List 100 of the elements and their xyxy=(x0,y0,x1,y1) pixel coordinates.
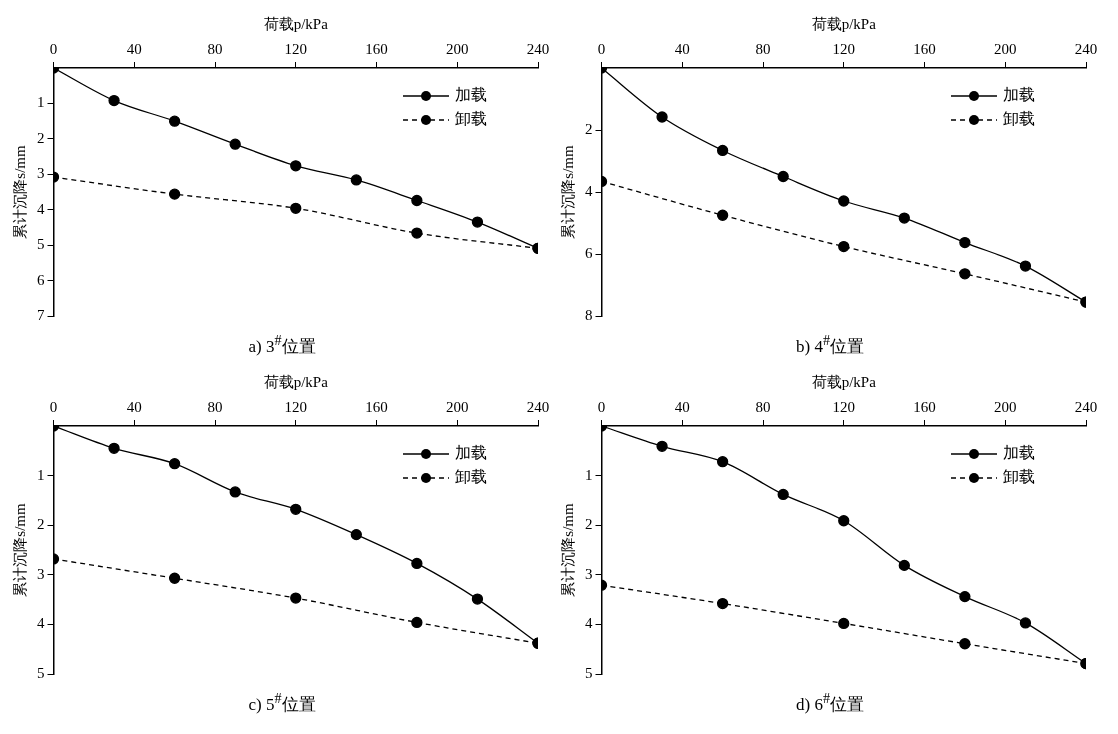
legend-label: 加载 xyxy=(455,86,487,104)
x-axis-title: 荷载p/kPa xyxy=(263,373,329,390)
point xyxy=(411,194,423,207)
x-tick-label: 240 xyxy=(526,40,550,57)
point xyxy=(229,138,241,150)
y-tick-label: 3 xyxy=(585,565,593,582)
point xyxy=(1019,616,1032,629)
point xyxy=(471,216,484,228)
legend-label: 卸载 xyxy=(1003,467,1035,485)
point xyxy=(838,195,850,207)
point xyxy=(959,637,971,650)
y-tick-label: 5 xyxy=(585,664,593,681)
point xyxy=(838,240,850,253)
y-tick-label: 4 xyxy=(585,614,593,631)
x-tick-label: 40 xyxy=(674,398,690,415)
y-tick-label: 8 xyxy=(585,306,593,323)
x-axis-title: 荷载p/kPa xyxy=(811,373,877,390)
point xyxy=(108,442,120,454)
x-tick-label: 0 xyxy=(49,398,58,415)
x-tick-label: 160 xyxy=(913,40,936,57)
legend-label: 卸载 xyxy=(455,467,487,485)
legend-label: 加载 xyxy=(1003,86,1035,104)
y-tick-label: 2 xyxy=(37,129,45,146)
x-tick-label: 200 xyxy=(994,40,1017,57)
point xyxy=(838,514,850,527)
point xyxy=(959,268,971,280)
x-tick-label: 160 xyxy=(913,398,936,415)
x-tick-label: 0 xyxy=(49,40,58,57)
y-axis-title: 累计沉降s/mm xyxy=(559,502,576,597)
point xyxy=(168,572,181,584)
y-tick-label: 2 xyxy=(37,515,45,532)
y-tick-label: 4 xyxy=(37,200,45,217)
x-tick-label: 160 xyxy=(365,40,388,57)
point xyxy=(350,174,362,186)
x-tick-label: 240 xyxy=(526,398,550,415)
point xyxy=(290,592,302,604)
point xyxy=(168,115,181,127)
x-axis-title: 荷载p/kPa xyxy=(811,15,877,32)
point xyxy=(411,227,423,239)
point xyxy=(898,559,910,571)
x-tick-label: 0 xyxy=(597,398,606,415)
y-tick-label: 5 xyxy=(37,236,45,253)
point xyxy=(168,457,181,469)
point xyxy=(471,593,484,605)
legend-label: 加载 xyxy=(1003,443,1035,461)
point xyxy=(716,455,729,468)
point xyxy=(108,94,120,107)
x-tick-label: 40 xyxy=(126,40,142,57)
x-tick-label: 200 xyxy=(446,398,469,415)
point xyxy=(350,528,362,540)
point xyxy=(411,616,423,628)
point xyxy=(290,160,302,172)
point xyxy=(1019,260,1032,272)
y-axis-title: 累计沉降s/mm xyxy=(11,145,28,239)
point xyxy=(959,236,971,249)
y-tick-label: 6 xyxy=(585,244,593,261)
x-tick-label: 200 xyxy=(994,398,1017,415)
x-tick-label: 240 xyxy=(1074,40,1098,57)
x-tick-label: 40 xyxy=(674,40,690,57)
x-tick-label: 120 xyxy=(284,398,307,415)
y-tick-label: 3 xyxy=(37,565,45,582)
point xyxy=(229,485,241,498)
y-axis-title: 累计沉降s/mm xyxy=(11,502,28,597)
x-tick-label: 120 xyxy=(832,40,855,57)
point xyxy=(411,557,423,569)
y-tick-label: 1 xyxy=(585,466,593,483)
x-tick-label: 200 xyxy=(446,40,469,57)
point xyxy=(290,503,302,515)
y-tick-label: 3 xyxy=(37,165,45,182)
text: d) 6$^{#}$位置 xyxy=(795,689,865,716)
x-tick-label: 120 xyxy=(284,40,307,57)
point xyxy=(168,188,181,200)
text: a) 3$^{#}$位置 xyxy=(247,332,317,358)
legend-label: 卸载 xyxy=(1003,110,1035,128)
x-axis-title: 荷载p/kPa xyxy=(263,15,329,32)
point xyxy=(716,597,729,609)
point xyxy=(716,144,729,157)
point xyxy=(656,440,668,452)
x-tick-label: 80 xyxy=(755,40,771,57)
y-tick-label: 2 xyxy=(585,515,593,532)
y-tick-label: 6 xyxy=(37,271,45,288)
y-tick-label: 1 xyxy=(37,94,45,111)
point xyxy=(290,202,302,214)
x-tick-label: 160 xyxy=(365,398,388,415)
y-tick-label: 2 xyxy=(585,120,593,137)
y-tick-label: 1 xyxy=(37,466,45,483)
x-tick-label: 80 xyxy=(207,398,223,415)
legend-label: 加载 xyxy=(455,443,487,461)
x-tick-label: 240 xyxy=(1074,398,1098,415)
x-tick-label: 120 xyxy=(832,398,855,415)
point xyxy=(716,209,729,221)
text: c) 5$^{#}$位置 xyxy=(247,689,317,716)
point xyxy=(959,590,971,602)
y-tick-label: 7 xyxy=(37,306,45,323)
y-axis-title: 累计沉降s/mm xyxy=(559,145,576,239)
y-tick-label: 5 xyxy=(37,664,45,681)
x-tick-label: 80 xyxy=(755,398,771,415)
y-tick-label: 4 xyxy=(585,182,593,199)
point xyxy=(838,617,850,629)
y-tick-label: 4 xyxy=(37,614,45,631)
